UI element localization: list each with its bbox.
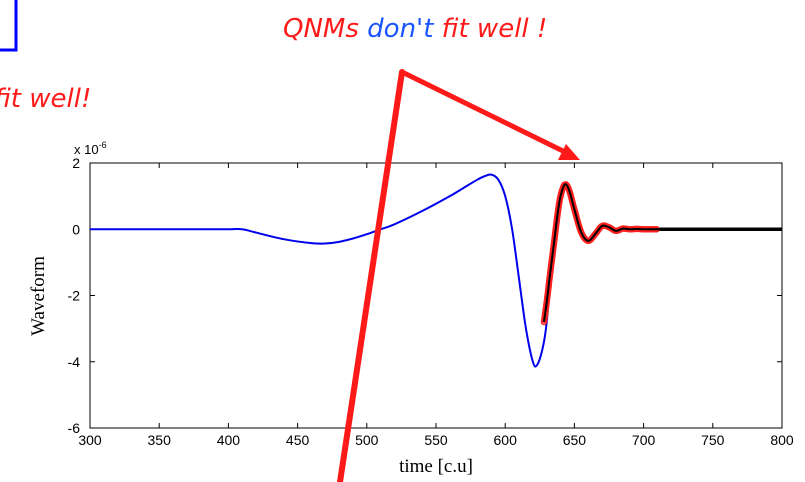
red-arrowhead [558,144,580,160]
left-fit-annotation: fit well! [0,84,92,114]
plot-area: 300 350 400 450 500 550 600 650 700 750 800 -6 -4 -2 0… [68,155,794,448]
y-axis-label: Waveform [28,256,49,336]
series-fit-line [542,182,782,323]
y-multiplier-label: x 10-6 [74,140,107,157]
x-tick-label-800: 800 [770,432,794,448]
x-tick-label-450: 450 [286,432,310,448]
blue-box-fragment [0,0,18,52]
red-arrow-annotation [337,69,580,482]
red-pointer-line-long [337,69,405,482]
x-tick-label-700: 700 [632,432,656,448]
x-tick-label-350: 350 [148,432,172,448]
x-axis-label: time [c.u] [399,456,473,477]
qnm-annotation: QNMs don't fit well ! [283,14,547,44]
qnm-annotation-blue-part: don't [367,14,434,44]
red-pointer-line-arrow [399,69,568,155]
y-tick-label--2: -2 [68,288,81,304]
axis-tick-labels: 300 350 400 450 500 550 600 650 700 750 800 -6 -4 -2 0… [68,155,794,448]
qnm-annotation-red-part: QNMs [283,14,359,44]
qnm-annotation-red-part-2: fit well ! [441,14,548,44]
x-tick-label-750: 750 [701,432,725,448]
y-tick-label--4: -4 [68,354,81,370]
y-tick-label-0: 0 [72,221,80,237]
x-tick-label-300: 300 [78,432,102,448]
x-tick-label-500: 500 [355,432,379,448]
x-tick-label-550: 550 [424,432,448,448]
series-fit-core [542,183,782,323]
y-tick-label--6: -6 [68,420,81,436]
axis-ticks [89,162,783,429]
x-tick-label-400: 400 [217,432,241,448]
y-tick-label-2: 2 [72,155,80,171]
fit-marker-layer [540,181,782,326]
x-tick-label-650: 650 [563,432,587,448]
series-layer [90,173,782,368]
x-tick-label-600: 600 [494,432,518,448]
y-multiplier-exponent: -6 [99,140,107,150]
